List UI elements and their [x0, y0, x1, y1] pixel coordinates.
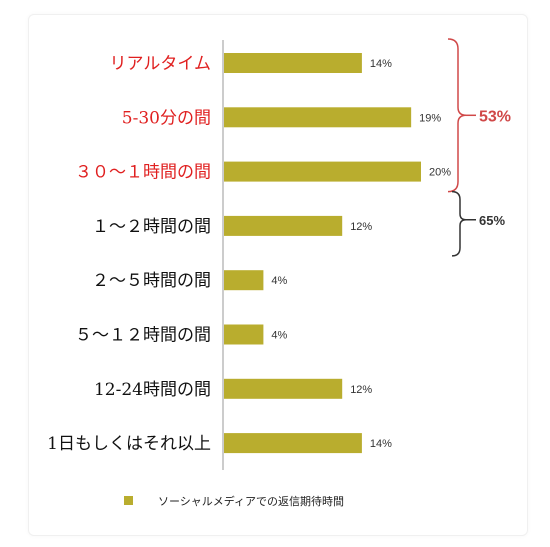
legend-swatch — [124, 496, 133, 505]
category-label: １～２時間の間 — [92, 217, 211, 237]
bar — [224, 433, 362, 454]
value-label: 12% — [350, 221, 372, 233]
annotation-brace-53: 53% — [447, 38, 511, 193]
category-label: ５～１２時間の間 — [75, 326, 211, 346]
legend-label: ソーシャルメディアでの返信期待時間 — [158, 494, 344, 508]
category-label: リアルタイム — [110, 54, 212, 74]
value-label: 20% — [429, 167, 451, 179]
value-label: 4% — [271, 275, 287, 287]
bar — [224, 324, 264, 345]
bar — [224, 161, 421, 182]
value-label: 4% — [271, 330, 287, 342]
category-label: ３０～１時間の間 — [75, 163, 211, 183]
bar — [224, 270, 264, 291]
value-label: 12% — [350, 384, 372, 396]
value-label: 14% — [370, 438, 392, 450]
category-label: ２～５時間の間 — [92, 271, 211, 291]
legend: ソーシャルメディアでの返信期待時間 — [124, 494, 344, 508]
value-label: 19% — [419, 112, 441, 124]
annotation-brace-65: 65% — [451, 190, 505, 257]
brace-path — [451, 190, 467, 257]
bar — [224, 107, 412, 128]
bar — [224, 53, 362, 73]
annotation-label: 65% — [479, 213, 505, 228]
bar — [224, 215, 343, 236]
annotation-label: 53% — [479, 108, 511, 125]
bar — [224, 378, 343, 399]
category-label: 5-30分の間 — [122, 108, 211, 128]
category-label: 1日もしくはそれ以上 — [47, 434, 211, 454]
category-label: 12-24時間の間 — [94, 380, 211, 400]
value-label: 14% — [370, 58, 392, 70]
